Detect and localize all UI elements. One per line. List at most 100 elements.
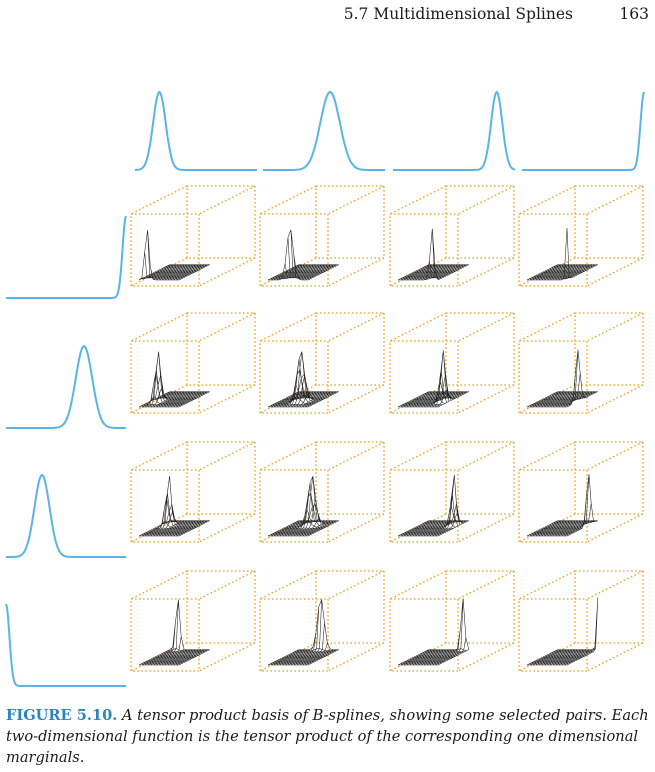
panel-box-edge: [457, 570, 515, 600]
panel-box-edge: [586, 257, 644, 287]
panel-box-edge: [327, 257, 385, 287]
panel-box-edge: [198, 384, 256, 414]
panel-box-front: [389, 340, 459, 414]
panel-box-front: [130, 469, 200, 543]
panel-box-back: [574, 570, 644, 644]
figure-caption: FIGURE 5.10. A tensor product basis of B…: [6, 705, 651, 768]
panel-surface-mesh: [526, 349, 598, 408]
panel-surface-mesh: [397, 350, 469, 408]
panel-box-edge: [198, 441, 256, 471]
panel-box-edge: [518, 570, 576, 600]
panel-box-front: [518, 598, 588, 672]
panel-box-edge: [586, 312, 644, 342]
panel-box-edge: [518, 185, 576, 215]
top-marginal-curve-3: [393, 90, 516, 171]
panel-box-edge: [259, 642, 317, 672]
panel-box-edge: [327, 513, 385, 543]
page-number: 163: [619, 5, 649, 23]
panel-box-edge: [259, 185, 317, 215]
caption-text: A tensor product basis of B-splines, sho…: [6, 707, 649, 766]
panel-box-back: [186, 441, 256, 515]
panel-box-back: [574, 312, 644, 386]
panel-box-edge: [389, 513, 447, 543]
panel-surface-mesh: [267, 229, 339, 281]
panel-box-edge: [130, 257, 188, 287]
panel-box-back: [315, 312, 385, 386]
panel-box-edge: [327, 441, 385, 471]
panel-box-edge: [457, 642, 515, 672]
panel-surface-mesh: [138, 229, 210, 281]
panel-box-edge: [130, 513, 188, 543]
panel-surface-mesh: [397, 228, 469, 281]
panel-box-front: [259, 469, 329, 543]
panel-box-edge: [518, 312, 576, 342]
panel-surface-mesh: [267, 475, 339, 537]
panel-surface-mesh: [397, 474, 469, 537]
panel-box-edge: [389, 570, 447, 600]
panel-box-edge: [327, 570, 385, 600]
panel-box-back: [186, 312, 256, 386]
panel-box-edge: [130, 185, 188, 215]
panel-box-edge: [259, 257, 317, 287]
panel-box-back: [574, 441, 644, 515]
panel-surface-mesh: [526, 597, 599, 666]
left-marginal-curve-3: [6, 473, 126, 558]
panel-box-edge: [259, 441, 317, 471]
panel-box-edge: [457, 384, 515, 414]
panel-box-edge: [389, 441, 447, 471]
top-marginal-curve-2: [263, 90, 385, 171]
panel-box-edge: [457, 312, 515, 342]
top-marginal-curve-4: [522, 91, 645, 171]
panel-box-edge: [198, 570, 256, 600]
panel-box-edge: [518, 441, 576, 471]
panel-box-back: [445, 441, 515, 515]
panel-surface-mesh: [526, 474, 598, 537]
left-marginal-curve-2: [6, 344, 126, 429]
top-marginal-curve-1: [134, 90, 257, 171]
panel-box-back: [186, 570, 256, 644]
panel-box-front: [389, 598, 459, 672]
panel-box-edge: [327, 312, 385, 342]
panel-box-edge: [586, 441, 644, 471]
panel-box-front: [130, 213, 200, 287]
panel-box-edge: [518, 513, 576, 543]
panel-surface-mesh: [267, 599, 339, 666]
panel-box-edge: [259, 384, 317, 414]
panel-box-edge: [457, 185, 515, 215]
running-section-title: 5.7 Multidimensional Splines: [343, 5, 573, 23]
panel-box-back: [445, 312, 515, 386]
panel-box-edge: [586, 642, 644, 672]
panel-box-back: [445, 185, 515, 259]
panel-surface-mesh: [526, 227, 598, 281]
panel-box-edge: [130, 642, 188, 672]
panel-box-edge: [198, 513, 256, 543]
panel-surface-mesh: [267, 351, 339, 408]
panel-box-back: [186, 185, 256, 259]
panel-box-edge: [457, 441, 515, 471]
panel-box-edge: [389, 312, 447, 342]
panel-box-edge: [327, 185, 385, 215]
panel-box-edge: [130, 384, 188, 414]
caption-label: FIGURE 5.10.: [6, 707, 118, 724]
panel-box-edge: [130, 441, 188, 471]
panel-box-edge: [198, 312, 256, 342]
left-marginal-curve-1: [6, 215, 127, 299]
tensor-product-figure: [5, 90, 645, 687]
panel-box-edge: [327, 384, 385, 414]
panel-surface-mesh: [138, 476, 210, 537]
panel-box-edge: [518, 257, 576, 287]
panel-box-edge: [130, 570, 188, 600]
panel-box-back: [574, 185, 644, 259]
panel-box-front: [518, 340, 588, 414]
panel-box-front: [259, 598, 329, 672]
panel-box-edge: [389, 642, 447, 672]
panel-box-edge: [259, 513, 317, 543]
panel-box-edge: [586, 570, 644, 600]
panel-box-front: [389, 213, 459, 287]
panel-box-front: [259, 340, 329, 414]
panel-box-edge: [457, 513, 515, 543]
panel-box-edge: [518, 642, 576, 672]
panel-box-edge: [586, 384, 644, 414]
panel-box-edge: [457, 257, 515, 287]
panel-box-edge: [389, 384, 447, 414]
